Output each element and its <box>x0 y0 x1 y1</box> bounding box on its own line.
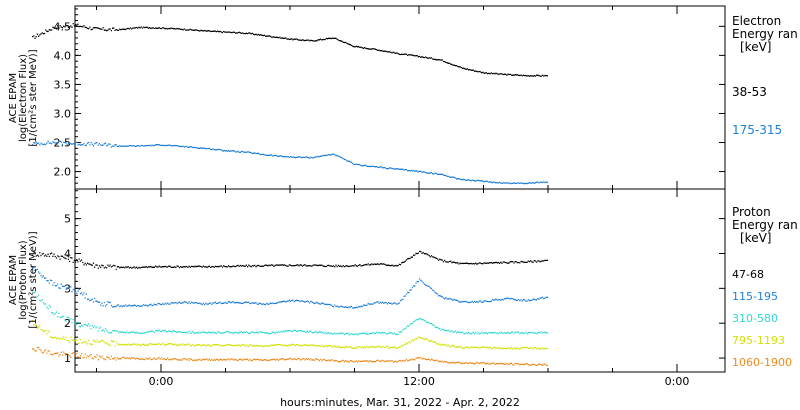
electron-ytick-label-2: 3.0 <box>54 107 72 120</box>
electron-legend-38-53: 38-53 <box>732 85 767 99</box>
electron-series <box>32 23 548 185</box>
proton-x-ticks <box>96 189 678 372</box>
x-tick-label-1: 12:00 <box>403 375 435 388</box>
electron-legend-unit: [keV] <box>740 40 771 54</box>
electron-ytick-label-0: 2.0 <box>54 166 72 179</box>
proton-legend-47-68: 47-68 <box>732 268 764 281</box>
proton-series-795-1193 <box>32 320 548 350</box>
electron-ytick-label-1: 2.5 <box>54 137 72 150</box>
electron-legend-175-315: 175-315 <box>732 123 782 137</box>
electron-series-38-53 <box>32 23 548 77</box>
electron-series-175-315 <box>32 140 548 185</box>
proton-ytick-label-3: 4 <box>64 247 71 260</box>
proton-trace-1060-1900 <box>32 346 548 367</box>
electron-ytick-label-5: 4.5 <box>54 20 72 33</box>
proton-trace-115-195 <box>32 266 548 309</box>
electron-ylabel-line2: log(Electron Flux) <box>18 54 29 142</box>
proton-trace-795-1193 <box>32 320 548 350</box>
electron-legend: 38-53 175-315 <box>732 85 782 137</box>
electron-legend-title: Electron <box>732 14 781 28</box>
electron-ytick-label-4: 4.0 <box>54 49 72 62</box>
proton-legend-energy: Energy ran <box>732 218 798 232</box>
x-axis-label: hours:minutes, Mar. 31, 2022 - Apr. 2, 2… <box>280 396 520 409</box>
proton-trace-47-68 <box>32 250 548 271</box>
proton-legend: 47-68 115-195 310-580 795-1193 1060-1900 <box>732 268 792 369</box>
proton-ylabel-line1: ACE EPAM <box>8 255 19 305</box>
proton-series-1060-1900 <box>32 346 548 367</box>
electron-y-ticks: 2.0 2.5 3.0 3.5 4.0 4.5 <box>54 8 725 190</box>
proton-legend-1060-1900: 1060-1900 <box>732 356 792 369</box>
proton-ylabel-line2: log(Proton Flux) <box>18 240 29 319</box>
electron-trace-38-53 <box>32 23 548 77</box>
electron-panel: 2.0 2.5 3.0 3.5 4.0 4.5 ACE EPAM log(Electron… <box>8 5 798 190</box>
electron-legend-energy: Energy ran <box>732 27 798 41</box>
proton-legend-title: Proton <box>732 205 771 219</box>
x-tick-label-2: 0:00 <box>665 375 690 388</box>
electron-ytick-label-3: 3.5 <box>54 78 72 91</box>
electron-ylabel-line1: ACE EPAM <box>8 73 19 123</box>
proton-legend-unit: [keV] <box>740 231 771 245</box>
proton-ylabel-line3: [1/(cm²s ster MeV)] <box>28 231 39 328</box>
proton-series-47-68 <box>32 250 548 271</box>
proton-legend-310-580: 310-580 <box>732 312 778 325</box>
x-tick-label-0: 0:00 <box>149 375 174 388</box>
proton-legend-115-195: 115-195 <box>732 290 778 303</box>
proton-series-115-195 <box>32 266 548 309</box>
proton-ytick-label-4: 5 <box>64 213 71 226</box>
electron-x-ticks <box>96 6 678 189</box>
proton-legend-795-1193: 795-1193 <box>732 334 785 347</box>
electron-trace-175-315 <box>32 140 548 185</box>
proton-ytick-label-1: 2 <box>64 317 71 330</box>
x-tick-labels: 0:00 12:00 0:00 <box>149 375 690 388</box>
proton-panel-frame <box>74 188 726 373</box>
electron-ylabel-line3: [1/(cm²s ster MeV)] <box>28 49 39 146</box>
proton-series <box>32 250 548 367</box>
proton-series-310-580 <box>32 290 548 336</box>
proton-trace-310-580 <box>32 290 548 336</box>
proton-ytick-label-0: 1 <box>64 352 71 365</box>
